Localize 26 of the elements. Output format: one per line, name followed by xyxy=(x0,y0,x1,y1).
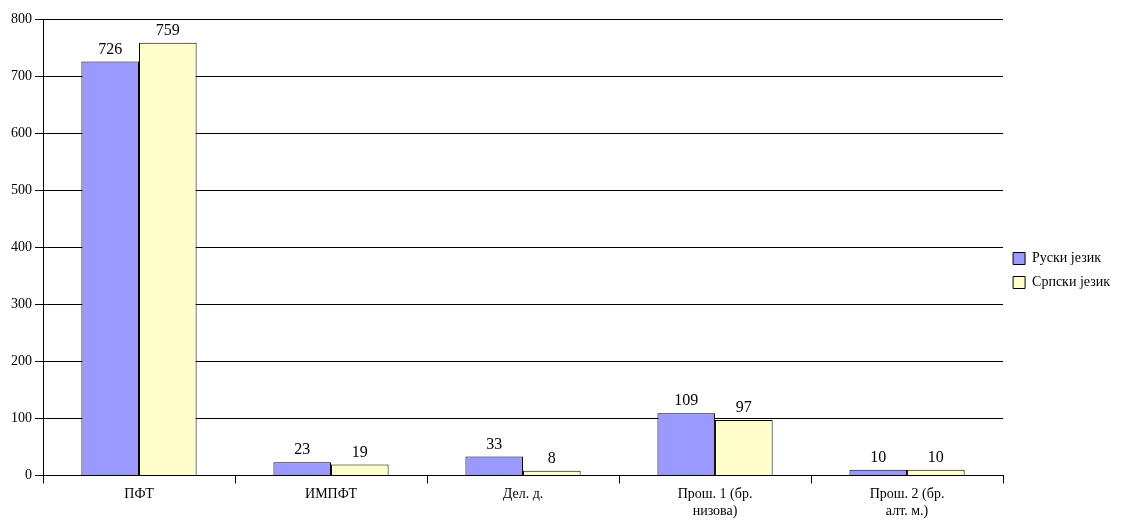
x-tick-label: ИМПФТ xyxy=(305,486,358,502)
data-label: 19 xyxy=(351,442,368,460)
y-tick-label: 0 xyxy=(25,467,32,483)
x-tick-label: Прош. 1 (бр. низова) xyxy=(677,486,753,520)
y-tick-label: 300 xyxy=(11,296,32,312)
y-tick-label: 600 xyxy=(11,125,32,141)
data-label: 33 xyxy=(486,434,503,452)
x-tick-label: ПФТ xyxy=(124,486,155,502)
y-tick-label: 500 xyxy=(11,182,32,198)
y-tick-label: 800 xyxy=(11,11,32,27)
data-label: 10 xyxy=(870,447,887,465)
data-label: 10 xyxy=(927,447,944,465)
y-tick-label: 700 xyxy=(11,68,32,84)
x-tick-label: Дел. д. xyxy=(502,486,544,502)
legend-label: Руски језик xyxy=(1032,250,1102,266)
data-label: 109 xyxy=(674,391,699,409)
x-tick-label: Прош. 2 (бр. алт. м.) xyxy=(869,486,945,520)
y-tick-label: 100 xyxy=(11,410,32,426)
data-label: 759 xyxy=(155,20,180,38)
legend-label: Српски језик xyxy=(1032,274,1111,290)
data-label: 8 xyxy=(547,449,556,467)
data-label: 97 xyxy=(735,398,752,416)
y-tick-label: 200 xyxy=(11,353,32,369)
y-tick-label: 400 xyxy=(11,239,32,255)
data-label: 726 xyxy=(98,39,123,57)
data-label: 23 xyxy=(294,440,311,458)
